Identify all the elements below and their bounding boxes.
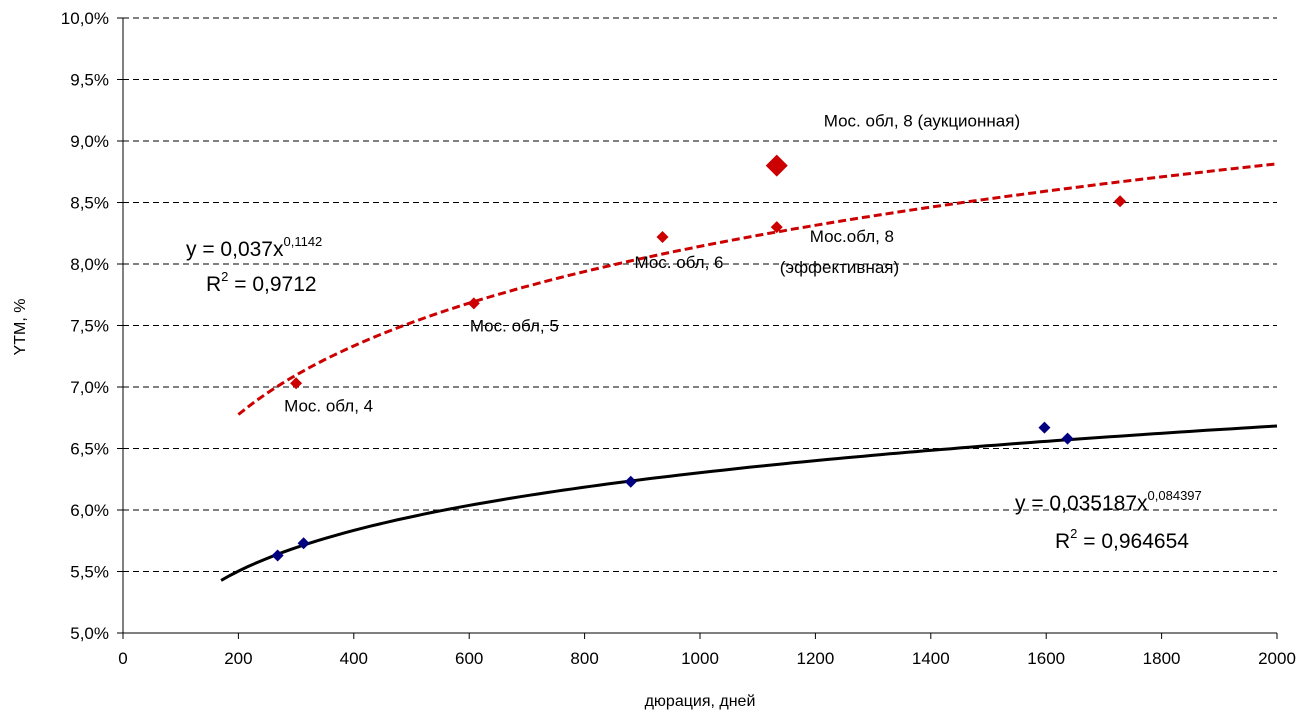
black-trend-r2: R2 = 0,964654 xyxy=(1055,526,1189,553)
red-r2-value: = 0,9712 xyxy=(228,273,316,296)
point-label: Мос. обл, 5 xyxy=(470,316,559,335)
red-point xyxy=(656,230,669,243)
y-tick-label: 8,5% xyxy=(70,194,109,213)
y-tick-label: 5,0% xyxy=(70,624,109,643)
axes: 5,0% 5,5% 6,0% 6,5% 7,0% 7,5% 8,0% 8,5% 9,0% 9,5%… xyxy=(61,9,1296,668)
highlight-point-label: Мос. обл, 8 (аукционная) xyxy=(824,112,1020,131)
point-label-line2: (эффективная) xyxy=(780,258,899,277)
black-r2-value: = 0,964654 xyxy=(1077,530,1189,553)
y-tick-label: 9,0% xyxy=(70,132,109,151)
black-r2-sup: 2 xyxy=(1070,526,1077,541)
red-trend-r2: R2 = 0,9712 xyxy=(206,269,317,296)
point-label: Мос. обл, 4 xyxy=(284,396,373,415)
y-axis-title: YTM, % xyxy=(12,299,29,356)
x-tick-label: 1600 xyxy=(1027,649,1065,668)
point-label: Мос.обл, 8 xyxy=(810,227,894,246)
red-highlight-point xyxy=(765,154,788,177)
x-axis-title: дюрация, дней xyxy=(645,693,756,710)
y-tick-label: 8,0% xyxy=(70,255,109,274)
x-tick-label: 1000 xyxy=(681,649,719,668)
blue-point xyxy=(271,549,284,562)
blue-point xyxy=(624,475,637,488)
blue-point xyxy=(297,537,310,550)
x-tick-label: 1200 xyxy=(796,649,834,668)
black-equation-base: y = 0,035187x xyxy=(1015,492,1148,515)
red-equation-exponent: 0,1142 xyxy=(283,234,322,249)
red-point xyxy=(290,377,303,390)
x-tick-label: 200 xyxy=(224,649,252,668)
red-trend-line xyxy=(237,162,1278,416)
blue-point xyxy=(1061,432,1074,445)
y-tick-label: 5,5% xyxy=(70,563,109,582)
grid-lines xyxy=(123,17,1277,572)
x-tick-label: 600 xyxy=(455,649,483,668)
y-tick-label: 7,5% xyxy=(70,317,109,336)
black-equation-exponent: 0,084397 xyxy=(1148,488,1202,503)
x-tick-label: 1400 xyxy=(912,649,950,668)
x-tick-label: 1800 xyxy=(1143,649,1181,668)
point-label: Мос. обл, 6 xyxy=(634,253,723,272)
red-point xyxy=(770,221,783,234)
y-tick-label: 6,0% xyxy=(70,501,109,520)
red-point xyxy=(1114,195,1127,208)
y-tick-label: 7,0% xyxy=(70,378,109,397)
y-tick-label: 9,5% xyxy=(70,71,109,90)
y-tick-label: 10,0% xyxy=(61,9,109,28)
blue-point xyxy=(1038,421,1051,434)
x-tick-label: 800 xyxy=(570,649,598,668)
red-trend-equation: y = 0,037x0,1142 xyxy=(186,234,322,261)
x-tick-label: 400 xyxy=(340,649,368,668)
red-r2-sup: 2 xyxy=(221,269,228,284)
black-trend-line xyxy=(220,424,1278,582)
x-tick-label: 0 xyxy=(118,649,127,668)
x-tick-label: 2000 xyxy=(1258,649,1296,668)
black-trend-equation: y = 0,035187x0,084397 xyxy=(1015,488,1202,515)
red-equation-base: y = 0,037x xyxy=(186,238,284,261)
red-r2-prefix: R xyxy=(206,273,221,296)
trend-lines xyxy=(220,162,1278,582)
data-points xyxy=(271,154,1127,562)
y-tick-label: 6,5% xyxy=(70,440,109,459)
red-point xyxy=(467,297,480,310)
point-labels: Мос. обл, 4 Мос. обл, 5 Мос. обл, 6 Мос.обл… xyxy=(284,112,1020,416)
black-r2-prefix: R xyxy=(1055,530,1070,553)
